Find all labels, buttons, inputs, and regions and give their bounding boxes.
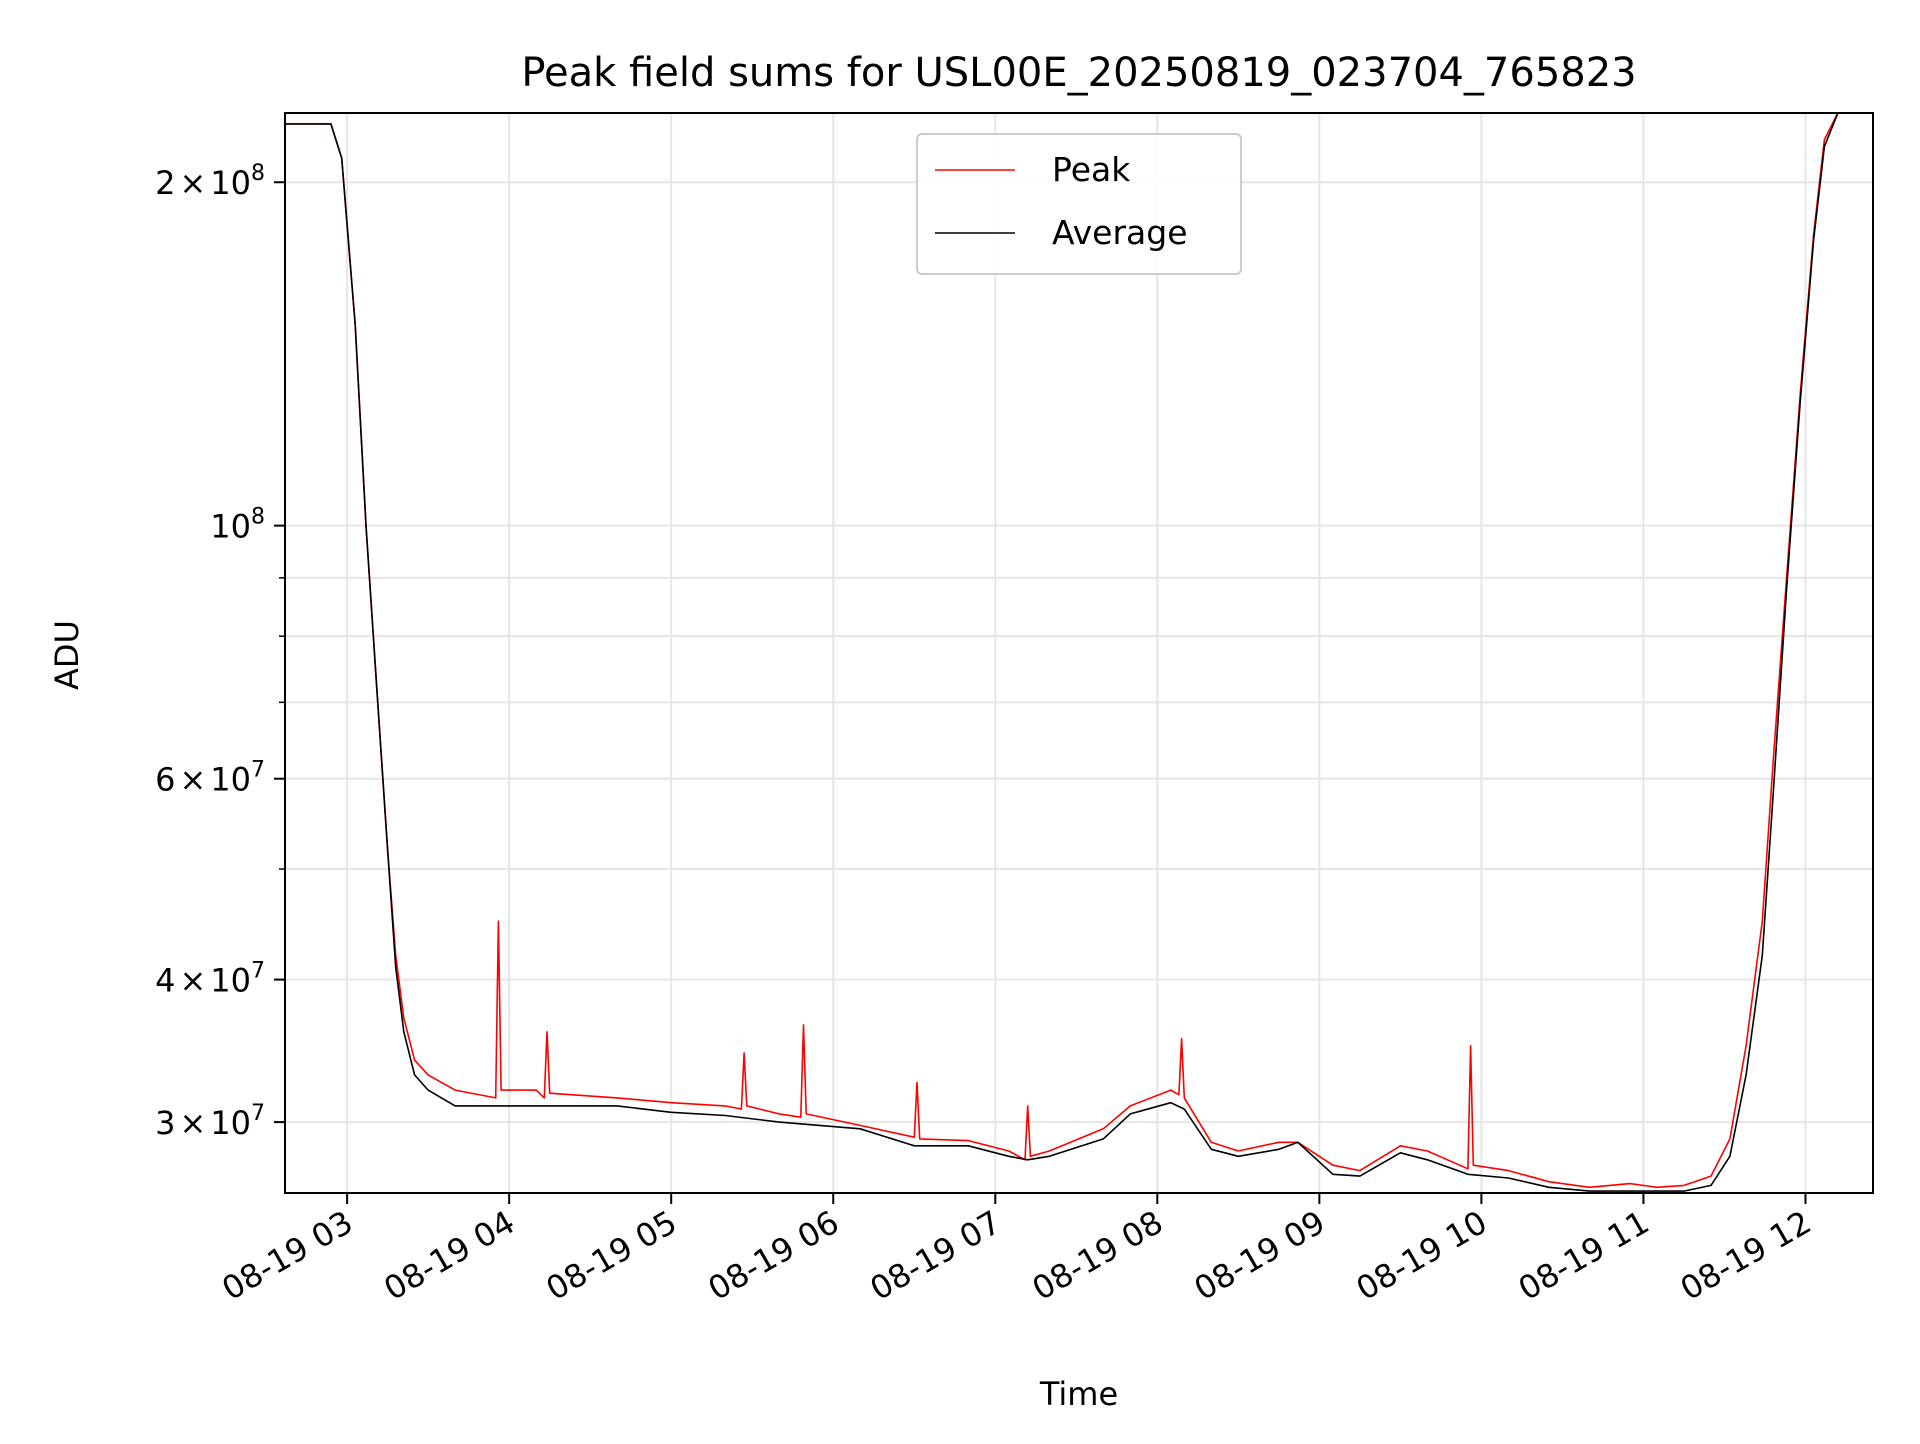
x-axis: 08-19 03 08-19 04 08-19 05 08-19 06 08-19 07… xyxy=(216,1193,1818,1308)
x-tick-label: 08-19 10 xyxy=(1350,1203,1494,1308)
x-tick-label: 08-19 07 xyxy=(864,1203,1008,1308)
x-tick-label: 08-19 08 xyxy=(1026,1203,1170,1308)
legend-label-peak: Peak xyxy=(1052,150,1131,189)
series-line-average xyxy=(285,113,1873,1192)
y-tick-label-text: 108 xyxy=(210,505,265,546)
x-tick-label: 08-19 04 xyxy=(378,1203,522,1308)
legend-label-average: Average xyxy=(1052,213,1188,252)
y-tick-label-text: 3 × 107 xyxy=(155,1101,265,1142)
legend: Peak Average xyxy=(916,133,1242,275)
y-tick-label: 2 × 108 xyxy=(155,161,265,202)
series-layer xyxy=(285,113,1873,1192)
chart-title: Peak field sums for USL00E_20250819_0237… xyxy=(521,50,1636,96)
x-tick-label: 08-19 06 xyxy=(702,1203,846,1308)
y-axis: 3 × 107 4 × 107 6 × 107 108 2 × 108 xyxy=(155,161,285,1142)
legend-box xyxy=(916,133,1242,275)
x-tick-label: 08-19 12 xyxy=(1674,1203,1818,1308)
x-tick-label: 08-19 11 xyxy=(1512,1203,1656,1308)
plot-frame xyxy=(284,112,1874,1194)
x-tick-label: 08-19 09 xyxy=(1188,1203,1332,1308)
y-tick-label: 108 xyxy=(210,505,265,546)
y-tick-label: 3 × 107 xyxy=(155,1101,265,1142)
y-tick-label-text: 6 × 107 xyxy=(155,758,265,799)
y-tick-label-text: 2 × 108 xyxy=(155,161,265,202)
y-tick-label: 4 × 107 xyxy=(155,959,265,1000)
y-tick-label-text: 4 × 107 xyxy=(155,959,265,1000)
x-axis-label: Time xyxy=(1039,1375,1118,1413)
series-line-peak xyxy=(285,113,1873,1189)
x-tick-label: 08-19 03 xyxy=(216,1203,360,1308)
y-axis-label: ADU xyxy=(48,620,86,690)
y-tick-label: 6 × 107 xyxy=(155,758,265,799)
grid-layer xyxy=(285,113,1873,1193)
x-tick-label: 08-19 05 xyxy=(540,1203,684,1308)
